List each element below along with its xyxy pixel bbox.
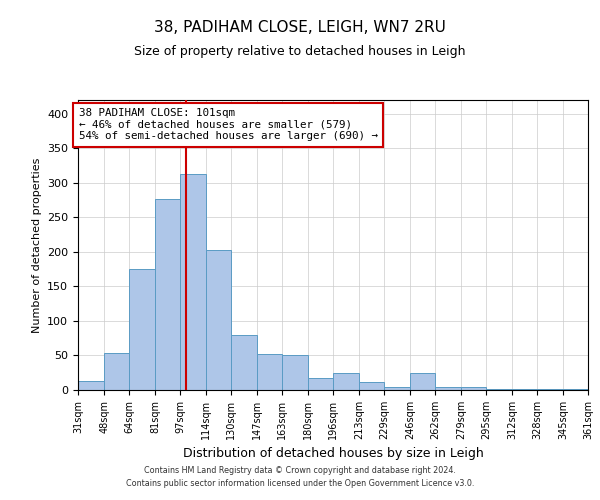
X-axis label: Distribution of detached houses by size in Leigh: Distribution of detached houses by size …	[182, 448, 484, 460]
Bar	[231, 335, 257, 390]
Bar	[257, 354, 282, 390]
Bar	[333, 372, 359, 390]
Bar	[206, 250, 231, 390]
Bar	[486, 388, 512, 390]
Text: 38, PADIHAM CLOSE, LEIGH, WN7 2RU: 38, PADIHAM CLOSE, LEIGH, WN7 2RU	[154, 20, 446, 35]
Text: Size of property relative to detached houses in Leigh: Size of property relative to detached ho…	[134, 45, 466, 58]
Bar	[78, 381, 104, 390]
Bar	[435, 386, 461, 390]
Text: Contains HM Land Registry data © Crown copyright and database right 2024.
Contai: Contains HM Land Registry data © Crown c…	[126, 466, 474, 487]
Bar	[308, 378, 333, 390]
Bar	[359, 382, 384, 390]
Bar	[461, 386, 486, 390]
Bar	[410, 372, 435, 390]
Bar	[282, 355, 308, 390]
Bar	[384, 386, 410, 390]
Bar	[104, 352, 129, 390]
Bar	[180, 174, 206, 390]
Text: 38 PADIHAM CLOSE: 101sqm
← 46% of detached houses are smaller (579)
54% of semi-: 38 PADIHAM CLOSE: 101sqm ← 46% of detach…	[79, 108, 378, 142]
Bar	[129, 269, 155, 390]
Y-axis label: Number of detached properties: Number of detached properties	[32, 158, 41, 332]
Bar	[155, 198, 180, 390]
